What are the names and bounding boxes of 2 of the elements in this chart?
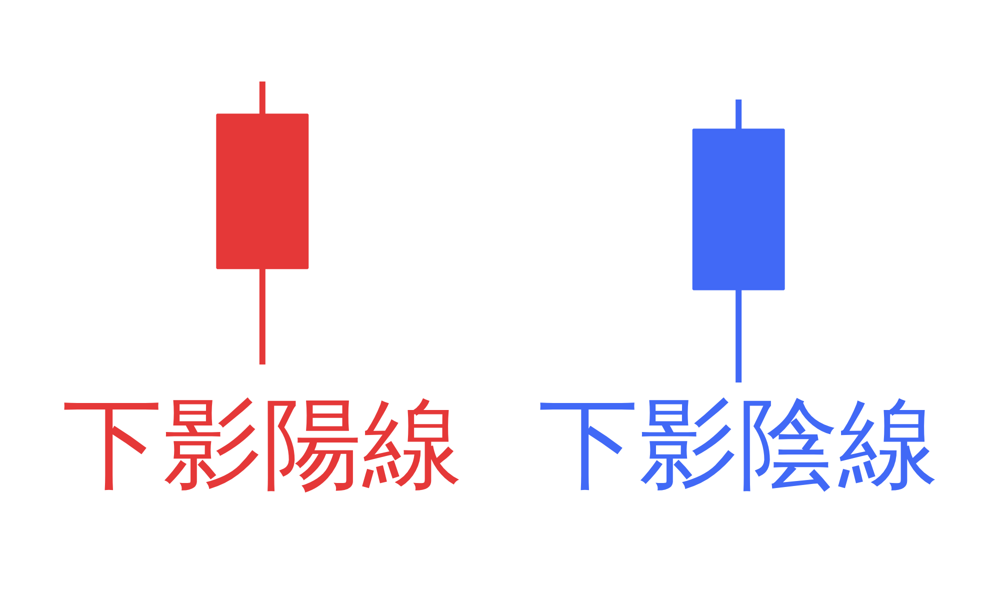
x-tick-label: 下影陰線 xyxy=(538,388,939,500)
x-tick-label: 下影陽線 xyxy=(62,388,462,500)
